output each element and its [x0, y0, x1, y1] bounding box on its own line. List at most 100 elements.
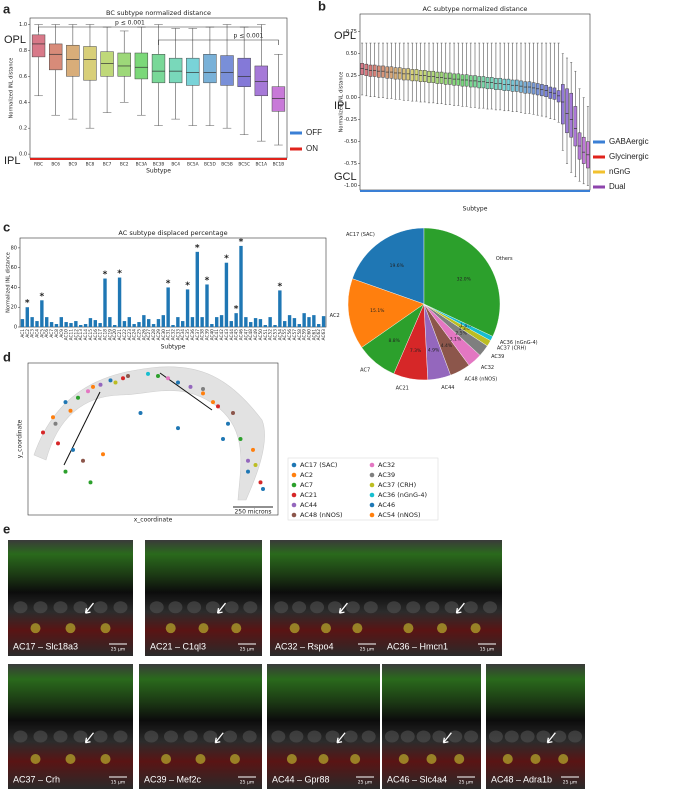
slice-value: 1.0%: [460, 323, 472, 329]
bar: [244, 317, 248, 327]
x-tick-label: AC54: [277, 329, 283, 341]
nucleus: [93, 730, 108, 743]
nucleus: [345, 601, 360, 614]
slice-label: AC37 (CRH): [497, 346, 526, 352]
cell-point: [53, 421, 58, 426]
micrograph: AC39 – Mef2c 25 μm: [139, 664, 262, 789]
box: [410, 69, 415, 82]
box: [397, 67, 402, 80]
labeled-cell: [558, 754, 569, 764]
bar: [297, 324, 301, 327]
bar: [25, 307, 29, 327]
nucleus: [183, 730, 198, 743]
cell-point: [261, 486, 265, 491]
slice-label: AC2: [330, 313, 340, 319]
box: [448, 72, 452, 85]
significance-marker: *: [117, 269, 122, 279]
legend-label: GABAergic: [609, 137, 649, 146]
image-caption: AC32 – Rspo4: [275, 641, 334, 651]
nucleus: [325, 730, 340, 743]
bar: [74, 321, 78, 327]
micrograph: AC17 – Slc18a3 25 μm: [8, 540, 133, 656]
slice-label: AC39: [491, 354, 504, 360]
box: [489, 77, 494, 90]
box: [381, 65, 385, 78]
nucleus: [53, 730, 68, 743]
scale-bar-label: 250 microns: [234, 509, 271, 516]
image-caption: AC37 – Crh: [13, 774, 60, 784]
cell-point: [86, 389, 90, 394]
cell-point: [63, 400, 68, 405]
legend-label: AC32: [378, 461, 395, 469]
x-tick-label: AC61: [311, 329, 317, 341]
nucleus: [224, 601, 239, 614]
significance-marker: *: [25, 299, 30, 309]
x-axis-label: Subtype: [161, 344, 186, 351]
arrow: [546, 732, 556, 744]
box: [237, 57, 251, 87]
nucleus: [289, 730, 304, 743]
x-tick-label: AC37: [195, 329, 201, 341]
x-tick-label: AC16: [93, 329, 99, 341]
x-tick-label: AC25: [137, 329, 143, 341]
bar: [200, 317, 204, 327]
nucleus: [13, 730, 28, 743]
bar: [268, 317, 272, 327]
bar: [93, 320, 97, 327]
legend-label: AC36 (nGnG-4): [378, 491, 427, 499]
bar: [69, 323, 73, 327]
y-tick-label: 60: [11, 265, 17, 271]
x-tick-label: AC50: [258, 329, 264, 341]
layer-label: OPL: [334, 30, 356, 42]
panel-label: c: [3, 219, 10, 234]
nucleus: [73, 730, 88, 743]
box: [372, 64, 377, 77]
x-tick-label: AC6: [44, 329, 50, 338]
x-tick-label: AC7: [49, 329, 55, 338]
box: [220, 55, 234, 86]
x-tick-label: AC19: [107, 329, 113, 341]
bar: [59, 317, 63, 327]
bar: [147, 319, 151, 327]
legend-label: nGnG: [609, 167, 630, 176]
significance-marker: *: [234, 305, 239, 315]
labeled-cell: [352, 623, 363, 634]
nucleus: [464, 730, 479, 743]
box: [186, 57, 200, 86]
cell-point: [238, 437, 243, 441]
bar: [195, 251, 199, 327]
x-tick-label: AC43: [224, 329, 230, 341]
slice-label: AC7: [360, 367, 370, 373]
micrograph-image: [145, 540, 262, 656]
box: [117, 52, 131, 77]
slice-label: AC48 (nNOS): [465, 376, 498, 382]
bar: [205, 284, 209, 327]
bar: [292, 318, 297, 327]
box: [573, 106, 578, 147]
nucleus: [113, 730, 128, 743]
y-tick-label: 0.25: [346, 73, 357, 79]
scale-bar-label: 25 μm: [111, 647, 125, 653]
significance-label: p ≤ 0.001: [115, 20, 145, 27]
nucleus: [33, 601, 48, 614]
box: [481, 76, 486, 89]
box: [552, 87, 557, 100]
x-tick-label: AC32: [171, 329, 177, 341]
nucleus: [310, 601, 325, 614]
box: [49, 43, 63, 71]
x-tick-label: AC21: [117, 329, 123, 341]
image-caption: AC21 – C1ql3: [150, 641, 206, 651]
y-tick-label: 80: [11, 245, 17, 251]
image-caption: AC17 – Slc18a3: [13, 641, 78, 651]
significance-marker: *: [166, 279, 171, 289]
bar: [142, 315, 146, 327]
y-tick-label: -0.50: [344, 139, 357, 145]
legend-label: AC21: [300, 491, 317, 499]
bar: [132, 324, 136, 327]
arrow: [338, 602, 348, 614]
x-tick-label: AC17: [98, 329, 104, 341]
cell-point: [201, 391, 205, 396]
box: [527, 81, 532, 94]
box: [494, 77, 498, 90]
x-tick-label: AC44: [229, 329, 235, 341]
